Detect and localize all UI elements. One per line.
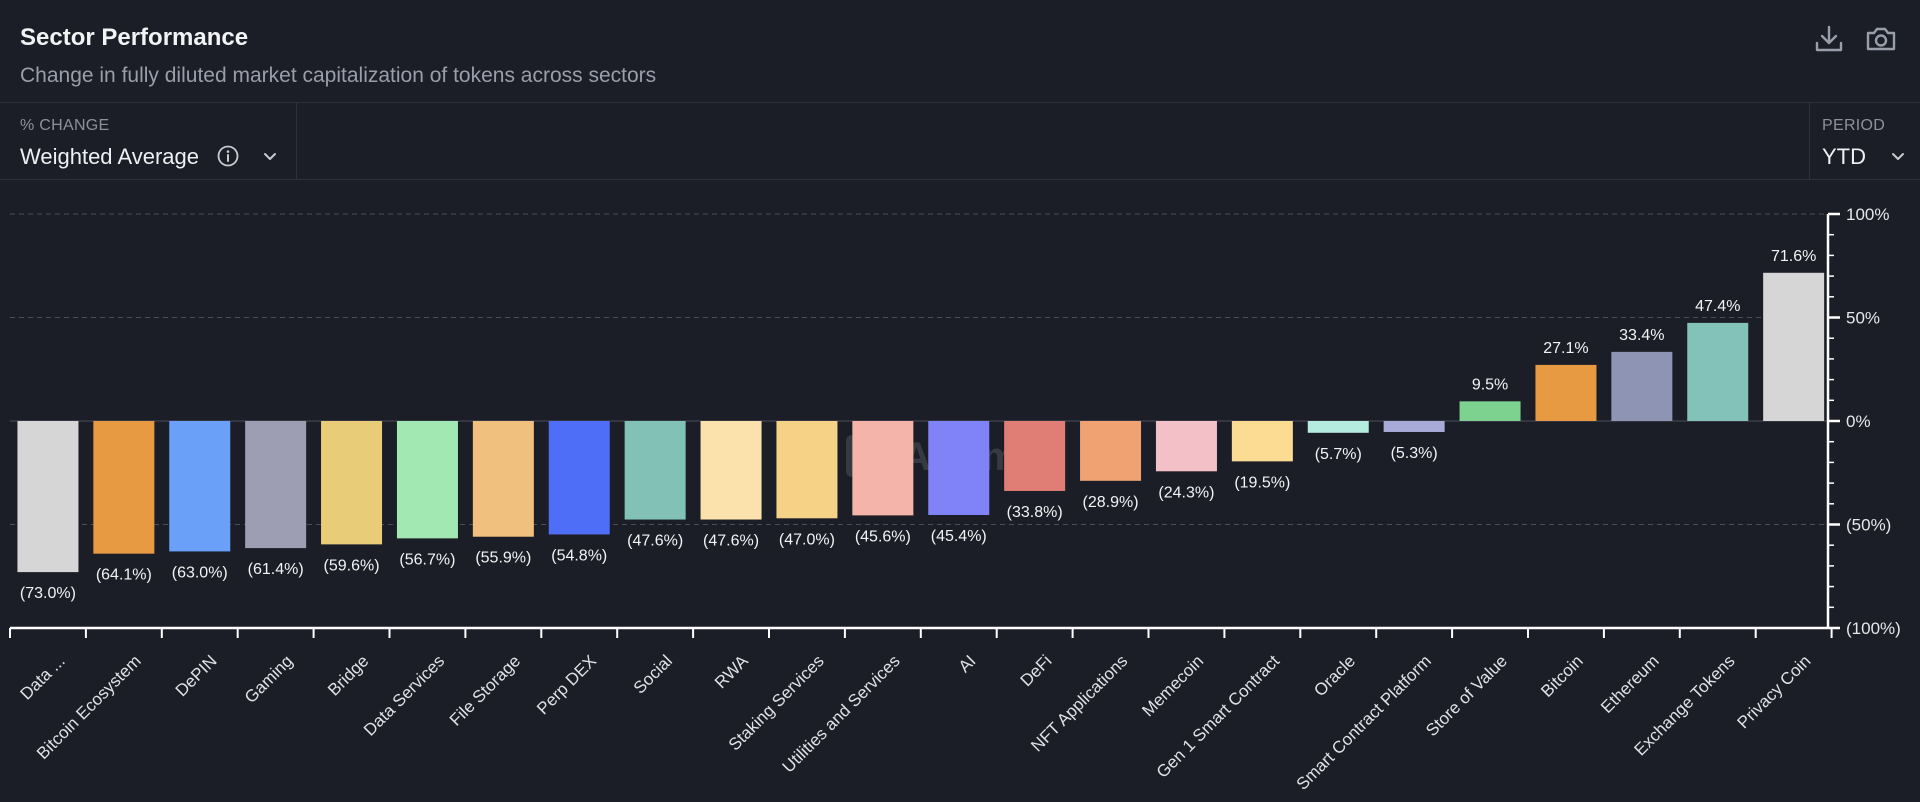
bar[interactable]: [93, 421, 155, 554]
chevron-down-icon[interactable]: [260, 147, 280, 167]
bar-value-label: (47.0%): [779, 531, 835, 548]
metric-selector[interactable]: % CHANGE Weighted Average: [0, 103, 297, 179]
metric-label: % CHANGE: [20, 117, 110, 134]
x-tick-label: File Storage: [446, 651, 524, 729]
bar-value-label: (61.4%): [248, 561, 304, 578]
y-tick-label: (100%): [1846, 619, 1901, 638]
axes: 100% 50% 0% (50%) (100%): [9, 205, 1901, 638]
bar-value-label: (54.8%): [551, 547, 607, 564]
bar[interactable]: [1231, 421, 1293, 462]
grid-lines: [10, 213, 1828, 525]
download-icon[interactable]: [1812, 22, 1846, 56]
bar[interactable]: [1535, 364, 1597, 421]
bar-value-label: (47.6%): [703, 533, 759, 550]
bars: [17, 272, 1825, 573]
bar-value-label: (24.3%): [1158, 484, 1214, 501]
x-tick-label: Perp DEX: [533, 651, 600, 718]
bar-value-label: (19.5%): [1234, 474, 1290, 491]
x-tick-label: Bridge: [324, 651, 372, 699]
bar[interactable]: [624, 421, 686, 520]
x-tick-label: DePIN: [172, 651, 221, 700]
bar-value-label: (33.8%): [1007, 504, 1063, 521]
camera-icon[interactable]: [1864, 22, 1898, 56]
bar-value-label: (55.9%): [475, 550, 531, 567]
bar-value-label: (47.6%): [627, 533, 683, 550]
x-tick-label: Smart Contract Platform: [1293, 651, 1435, 793]
x-tick-label: DeFi: [1017, 651, 1056, 690]
card-header: Sector Performance Change in fully dilut…: [0, 0, 1920, 103]
x-tick-label: Ethereum: [1597, 651, 1663, 717]
metric-value: Weighted Average: [20, 144, 199, 169]
y-tick-label: (50%): [1846, 516, 1891, 535]
x-tick-label: Privacy Coin: [1734, 651, 1815, 732]
x-tick-label: Social: [630, 651, 676, 697]
chart-subtitle: Change in fully diluted market capitaliz…: [20, 64, 657, 87]
bar[interactable]: [1611, 351, 1673, 421]
bar[interactable]: [1004, 421, 1066, 491]
bar[interactable]: [1383, 421, 1445, 432]
bar[interactable]: [1307, 421, 1369, 433]
bar[interactable]: [1763, 272, 1825, 421]
bar[interactable]: [321, 421, 383, 545]
period-selector[interactable]: PERIOD YTD: [1809, 103, 1920, 179]
bar[interactable]: [169, 421, 231, 552]
bar[interactable]: [928, 421, 990, 515]
x-tick-label: Data ...: [17, 651, 69, 703]
bar-value-label: 27.1%: [1543, 340, 1588, 357]
bar-value-label: (28.9%): [1083, 494, 1139, 511]
bar[interactable]: [776, 421, 838, 519]
bar[interactable]: [472, 421, 534, 537]
y-tick-label: 0%: [1846, 412, 1871, 431]
bar-value-label: (59.6%): [324, 557, 380, 574]
y-tick-label: 50%: [1846, 309, 1880, 328]
chart-title: Sector Performance: [20, 24, 249, 51]
period-chevron-down-icon[interactable]: [1888, 147, 1908, 167]
bar[interactable]: [17, 421, 79, 573]
bar[interactable]: [396, 421, 458, 539]
bar[interactable]: [1459, 401, 1521, 421]
bar-value-label: (64.1%): [96, 567, 152, 584]
bar[interactable]: [1155, 421, 1217, 472]
bar-value-label: (5.7%): [1315, 446, 1362, 463]
period-label: PERIOD: [1822, 117, 1886, 134]
bar[interactable]: [1687, 322, 1749, 421]
bar[interactable]: [548, 421, 610, 535]
bar[interactable]: [1080, 421, 1142, 481]
bar-value-label: (56.7%): [399, 551, 455, 568]
bar-value-label: 9.5%: [1472, 376, 1508, 393]
bar-value-label: 71.6%: [1771, 248, 1816, 265]
y-tick-label: 100%: [1846, 205, 1889, 224]
chart-controls: % CHANGE Weighted Average PERIOD YTD: [0, 103, 1920, 180]
x-tick-label: RWA: [711, 651, 752, 692]
x-tick-label: Oracle: [1310, 651, 1359, 700]
period-value: YTD: [1822, 144, 1866, 169]
bar[interactable]: [700, 421, 762, 520]
x-tick-label: Data Services: [360, 651, 448, 739]
bar[interactable]: [245, 421, 307, 549]
bar-value-label: (5.3%): [1391, 445, 1438, 462]
bar[interactable]: [852, 421, 914, 516]
bar-value-label: (73.0%): [20, 585, 76, 602]
x-tick-label: AI: [955, 651, 980, 676]
x-tick-label: Gaming: [241, 651, 297, 707]
x-tick-label: Bitcoin: [1537, 651, 1587, 701]
info-icon[interactable]: [216, 144, 240, 168]
bar-chart: Artemis (73.0%)Data ...(64.1%)Bitcoin Ec…: [9, 205, 1901, 794]
bar-value-label: 47.4%: [1695, 298, 1740, 315]
bar-value-label: (63.0%): [172, 564, 228, 581]
x-tick-label: Gen 1 Smart Contract: [1153, 651, 1284, 782]
bar-value-label: (45.4%): [931, 528, 987, 545]
bar-value-label: 33.4%: [1619, 327, 1664, 344]
x-tick-label: Store of Value: [1422, 651, 1511, 740]
x-tick-label: Memecoin: [1138, 651, 1207, 720]
bar-value-label: (45.6%): [855, 528, 911, 545]
